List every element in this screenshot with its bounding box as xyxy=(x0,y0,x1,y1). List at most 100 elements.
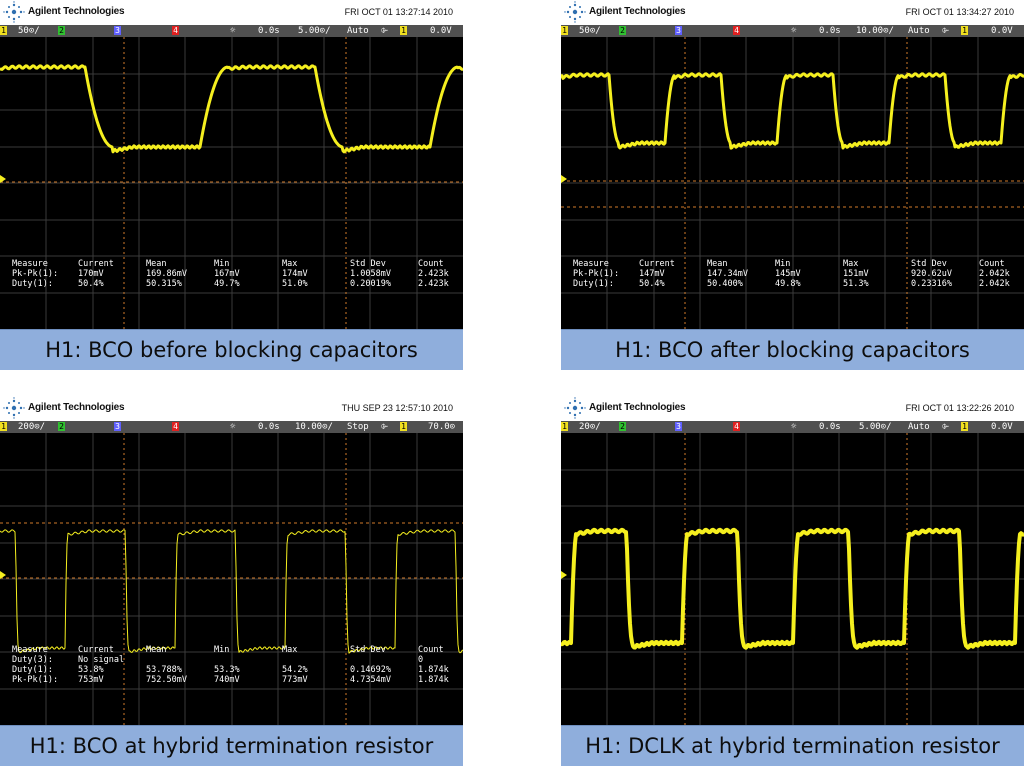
measurement-cell: 920.62uV xyxy=(911,269,952,279)
delay-value[interactable]: 0.0s xyxy=(258,422,280,432)
capture-datetime: FRI OCT 01 13:22:26 2010 xyxy=(905,403,1014,413)
trigger-channel-badge[interactable]: 1 xyxy=(961,26,968,35)
channel-1-waveform xyxy=(0,529,463,654)
channel-1-scale[interactable]: 20⊙/ xyxy=(579,422,601,432)
channel-1-scale[interactable]: 200⊙/ xyxy=(18,422,46,432)
delay-value[interactable]: 0.0s xyxy=(819,422,841,432)
waveform-display[interactable]: Measure Current Mean Min Max Std Dev Count Pk-P… xyxy=(0,37,463,329)
channel-4-badge[interactable]: 4 xyxy=(172,26,179,35)
trigger-level[interactable]: 0.0V xyxy=(430,26,452,36)
measurement-header-cell: Measure xyxy=(12,259,48,269)
panel-caption: H1: BCO after blocking capacitors xyxy=(561,329,1024,370)
measurement-header-cell: Measure xyxy=(573,259,609,269)
channel-1-badge[interactable]: 1 xyxy=(0,26,7,35)
agilent-spark-icon xyxy=(564,397,586,419)
channel-3-badge[interactable]: 3 xyxy=(675,422,682,431)
trigger-sun-icon: ☼ xyxy=(230,26,236,36)
measurement-cell: 1.0058mV xyxy=(350,269,391,279)
channel-1-badge[interactable]: 1 xyxy=(561,422,568,431)
measurement-table: Measure Current Mean Min Max Std Dev Count Pk-P… xyxy=(561,259,1024,289)
measurement-cell: 53.788% xyxy=(146,665,182,675)
channel-4-badge[interactable]: 4 xyxy=(733,26,740,35)
measurement-cell: 49.8% xyxy=(775,279,801,289)
measurement-cell: 53.3% xyxy=(214,665,240,675)
channel-2-badge[interactable]: 2 xyxy=(619,422,626,431)
channel-1-scale[interactable]: 50⊙/ xyxy=(579,26,601,36)
acquisition-mode[interactable]: Auto xyxy=(908,26,930,36)
measurement-header-cell: Min xyxy=(214,645,230,655)
measurement-row: Duty(1): 50.4% 50.315% 49.7% 51.0% 0.20019% 2.… xyxy=(0,279,463,289)
channel-1-scale[interactable]: 50⊙/ xyxy=(18,26,40,36)
timebase-value[interactable]: 5.00⊙/ xyxy=(859,422,892,432)
trigger-slope-icon: ⌱ xyxy=(381,422,389,432)
measurement-cell: 740mV xyxy=(214,675,240,685)
measurement-header-row: Measure Current Mean Min Max Std Dev Count xyxy=(0,645,463,655)
timebase-value[interactable]: 5.00⊙/ xyxy=(298,26,331,36)
delay-value[interactable]: 0.0s xyxy=(819,26,841,36)
measurement-row: Duty(3): No signal 0 xyxy=(0,655,463,665)
timebase-value[interactable]: 10.00⊙/ xyxy=(295,422,333,432)
trigger-level[interactable]: 70.0⊙ xyxy=(428,422,456,432)
measurement-cell: 170mV xyxy=(78,269,104,279)
channel-1-ground-marker xyxy=(561,175,567,183)
measurement-cell: Pk-Pk(1): xyxy=(12,269,59,279)
brand-name: Agilent Technologies xyxy=(28,402,125,413)
measurement-header-cell: Mean xyxy=(146,259,167,269)
acquisition-mode[interactable]: Auto xyxy=(347,26,369,36)
channel-4-badge[interactable]: 4 xyxy=(733,422,740,431)
measurement-cell: 51.0% xyxy=(282,279,308,289)
measurement-cell: 0.20019% xyxy=(350,279,391,289)
agilent-spark-icon xyxy=(564,1,586,23)
scope-panel-4: Agilent Technologies FRI OCT 01 13:22:26… xyxy=(561,396,1024,766)
measurement-cell: 167mV xyxy=(214,269,240,279)
measurement-header-cell: Count xyxy=(418,259,444,269)
waveform-display[interactable]: Measure Current Mean Min Max Std Dev Count Duty… xyxy=(0,433,463,725)
measurement-cell: 50.4% xyxy=(639,279,665,289)
waveform-graticule xyxy=(0,37,463,329)
trigger-slope-icon: ⌱ xyxy=(942,26,950,36)
measurement-row: Duty(1): 50.4% 50.400% 49.8% 51.3% 0.23316% 2.… xyxy=(561,279,1024,289)
measurement-cell: 49.7% xyxy=(214,279,240,289)
channel-2-badge[interactable]: 2 xyxy=(619,26,626,35)
trigger-level[interactable]: 0.0V xyxy=(991,26,1013,36)
trigger-channel-badge[interactable]: 1 xyxy=(961,422,968,431)
measurement-cell: 50.4% xyxy=(78,279,104,289)
measurement-header-cell: Std Dev xyxy=(350,645,386,655)
trigger-channel-badge[interactable]: 1 xyxy=(400,422,407,431)
acquisition-mode[interactable]: Auto xyxy=(908,422,930,432)
trigger-level[interactable]: 0.0V xyxy=(991,422,1013,432)
waveform-display[interactable] xyxy=(561,433,1024,725)
scope-status-bar: 1 50⊙/ 2 3 4 ☼ 0.0s 10.00⊙/ Auto ⌱ 1 0.0… xyxy=(561,25,1024,37)
brand-name: Agilent Technologies xyxy=(589,402,686,413)
timebase-value[interactable]: 10.00⊙/ xyxy=(856,26,894,36)
channel-3-badge[interactable]: 3 xyxy=(675,26,682,35)
delay-value[interactable]: 0.0s xyxy=(258,26,280,36)
measurement-table: Measure Current Mean Min Max Std Dev Count Pk-P… xyxy=(0,259,463,289)
waveform-display[interactable]: Measure Current Mean Min Max Std Dev Count Pk-P… xyxy=(561,37,1024,329)
channel-1-badge[interactable]: 1 xyxy=(0,422,7,431)
measurement-cell: 169.86mV xyxy=(146,269,187,279)
measurement-cell: Duty(1): xyxy=(12,279,53,289)
trigger-channel-badge[interactable]: 1 xyxy=(400,26,407,35)
measurement-cell: 147.34mV xyxy=(707,269,748,279)
scope-status-bar: 1 20⊙/ 2 3 4 ☼ 0.0s 5.00⊙/ Auto ⌱ 1 0.0V xyxy=(561,421,1024,433)
panel-caption: H1: BCO at hybrid termination resistor xyxy=(0,725,463,766)
measurement-header-cell: Mean xyxy=(707,259,728,269)
measurement-cell: 4.7354mV xyxy=(350,675,391,685)
measurement-cell: 50.400% xyxy=(707,279,743,289)
channel-1-waveform xyxy=(561,72,1024,150)
acquisition-mode[interactable]: Stop xyxy=(347,422,369,432)
channel-2-badge[interactable]: 2 xyxy=(58,26,65,35)
measurement-header-cell: Current xyxy=(639,259,675,269)
channel-3-badge[interactable]: 3 xyxy=(114,422,121,431)
measurement-cell: 0 xyxy=(418,655,424,665)
measurement-header-cell: Count xyxy=(418,645,444,655)
channel-4-badge[interactable]: 4 xyxy=(172,422,179,431)
channel-3-badge[interactable]: 3 xyxy=(114,26,121,35)
measurement-cell: 2.042k xyxy=(979,269,1010,279)
measurement-table: Measure Current Mean Min Max Std Dev Count Duty… xyxy=(0,645,463,685)
channel-2-badge[interactable]: 2 xyxy=(58,422,65,431)
panel-caption: H1: BCO before blocking capacitors xyxy=(0,329,463,370)
capture-datetime: FRI OCT 01 13:34:27 2010 xyxy=(905,7,1014,17)
channel-1-badge[interactable]: 1 xyxy=(561,26,568,35)
